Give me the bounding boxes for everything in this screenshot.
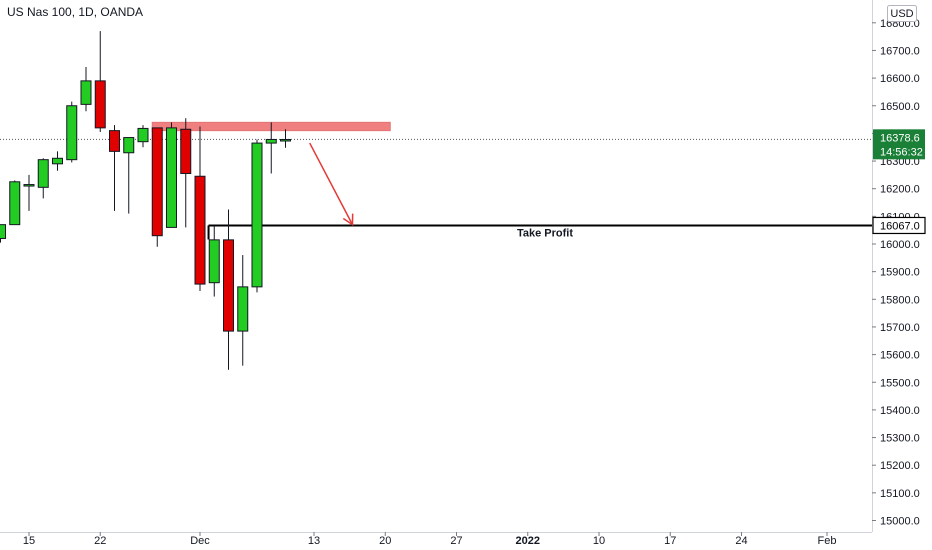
candle[interactable]: [137, 125, 149, 148]
x-tick-label: 2022: [516, 535, 540, 547]
candle[interactable]: [237, 255, 249, 366]
projection-arrow[interactable]: [309, 142, 354, 225]
take-profit-tag-bg: [872, 216, 926, 235]
candle[interactable]: [180, 118, 192, 228]
chart-title: US Nas 100, 1D, OANDA: [7, 5, 143, 19]
candle[interactable]: [123, 137, 135, 214]
candle[interactable]: [23, 174, 35, 211]
candle-body: [208, 239, 220, 284]
candle[interactable]: [66, 101, 78, 163]
candle-body: [94, 80, 106, 129]
candle[interactable]: [194, 126, 206, 292]
candle-body: [123, 137, 135, 154]
candle-body: [0, 224, 6, 239]
x-tick-label: 10: [593, 535, 605, 547]
candle[interactable]: [80, 67, 92, 112]
last-price-value: 16378.6: [880, 132, 920, 144]
x-tick-label: 22: [94, 535, 106, 547]
y-tick-label: 15500.0: [880, 377, 920, 389]
candle[interactable]: [37, 158, 49, 199]
candle[interactable]: [151, 127, 163, 247]
candle[interactable]: [280, 129, 291, 148]
candle[interactable]: [265, 122, 277, 174]
y-tick-label: 15100.0: [880, 488, 920, 500]
y-tick-label: 16000.0: [880, 239, 920, 251]
x-tick-label: Feb: [818, 535, 837, 547]
candle-body: [223, 239, 234, 332]
currency-button[interactable]: USD: [887, 5, 917, 22]
x-tick-label: 15: [23, 535, 35, 547]
candle[interactable]: [0, 224, 6, 243]
last-price-tag-bg: [873, 129, 925, 160]
y-tick-label: 15800.0: [880, 294, 920, 306]
candle[interactable]: [52, 151, 63, 171]
y-tick-label: 15400.0: [880, 405, 920, 417]
candle-body: [66, 105, 78, 161]
candle-body: [280, 138, 291, 142]
y-tick-label: 15700.0: [880, 322, 920, 334]
candle-body: [237, 286, 249, 332]
currency-button-label: USD: [890, 8, 913, 20]
y-tick-label: 15200.0: [880, 460, 920, 472]
y-tick-label: 16700.0: [880, 45, 920, 57]
candle-body: [109, 130, 120, 152]
currency-button-frame: [887, 5, 917, 22]
candle[interactable]: [9, 180, 21, 226]
candle-body: [52, 157, 63, 165]
y-tick-label: 15300.0: [880, 433, 920, 445]
x-tick-label: 20: [379, 535, 391, 547]
last-price-tag: 16378.6 14:56:32: [873, 129, 925, 160]
y-tick-label: 15000.0: [880, 516, 920, 528]
candle[interactable]: [166, 122, 177, 228]
y-tick-label: 16600.0: [880, 73, 920, 85]
projection-arrow-head: [342, 213, 354, 227]
y-tick-label: 15900.0: [880, 267, 920, 279]
candle-body: [194, 175, 206, 285]
y-tick-label: 16500.0: [880, 101, 920, 113]
x-tick-label: Dec: [190, 535, 210, 547]
y-tick-label: 15600.0: [880, 350, 920, 362]
candle-body: [265, 138, 277, 144]
candle-body: [37, 159, 49, 188]
candle[interactable]: [109, 125, 120, 211]
candle-body: [23, 184, 35, 187]
candle[interactable]: [251, 139, 263, 293]
candle[interactable]: [208, 226, 220, 297]
candle-body: [166, 127, 177, 228]
candle-body: [9, 181, 21, 226]
take-profit-tag: 16067.0: [872, 216, 926, 235]
candle-body: [137, 127, 149, 143]
candle[interactable]: [94, 31, 106, 133]
bar-countdown: 14:56:32: [880, 146, 923, 158]
x-tick-label: 27: [450, 535, 462, 547]
x-tick-label: 24: [735, 535, 747, 547]
y-tick-label: 16200.0: [880, 184, 920, 196]
candle-body: [151, 127, 163, 237]
take-profit-label: Take Profit: [517, 227, 573, 239]
take-profit-value: 16067.0: [880, 220, 920, 232]
candle-body: [80, 80, 92, 105]
candle-body: [251, 142, 263, 288]
candle-body: [180, 128, 192, 174]
x-tick-label: 17: [664, 535, 676, 547]
candle[interactable]: [223, 209, 234, 370]
x-tick-label: 13: [308, 535, 320, 547]
